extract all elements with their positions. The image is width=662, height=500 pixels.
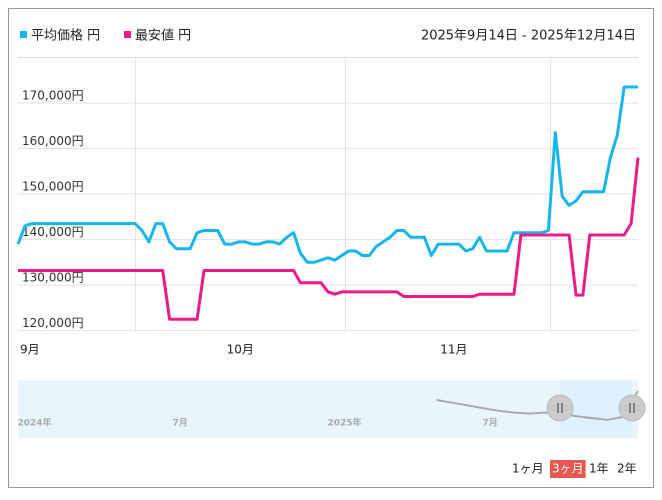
legend-marker: [124, 31, 131, 38]
range-button-bg[interactable]: [550, 460, 586, 478]
y-tick-label: 170,000円: [22, 88, 84, 102]
navigator-label: 7月: [173, 418, 188, 429]
range-button[interactable]: 1ヶ月: [512, 462, 544, 476]
y-tick-label: 130,000円: [22, 271, 84, 285]
navigator-handle: [546, 394, 574, 422]
x-tick-label: 10月: [227, 343, 254, 357]
range-button-label[interactable]: 2年: [617, 462, 637, 476]
range-button[interactable]: 2年: [617, 462, 637, 476]
x-tick-label: 11月: [440, 343, 467, 357]
y-tick-label: 150,000円: [22, 180, 84, 194]
range-button-label[interactable]: 1ヶ月: [512, 462, 544, 476]
range-button-label[interactable]: 3ヶ月: [552, 462, 584, 476]
y-tick-label: 120,000円: [22, 316, 84, 330]
y-tick-label: 140,000円: [22, 225, 84, 239]
legend-label: 最安値 円: [135, 28, 191, 44]
legend-marker: [20, 31, 27, 38]
series-line: [18, 157, 640, 321]
navigator-label: 2024年: [18, 417, 52, 429]
range-button[interactable]: 3ヶ月: [550, 460, 586, 478]
y-tick-label: 160,000円: [22, 134, 84, 148]
series-line: [436, 390, 639, 421]
date-range: 2025年9月14日 - 2025年12月14日: [421, 29, 636, 44]
x-tick-label: 9月: [20, 343, 40, 357]
navigator-label: 2025年: [328, 417, 362, 429]
range-button-label[interactable]: 1年: [589, 462, 609, 476]
range-button[interactable]: 1年: [589, 462, 609, 476]
navigator: [18, 380, 638, 438]
series-line: [16, 85, 638, 264]
navigator-handle: [618, 394, 646, 422]
legend-label: 平均価格 円: [31, 28, 100, 44]
navigator-label: 7月: [483, 418, 498, 429]
